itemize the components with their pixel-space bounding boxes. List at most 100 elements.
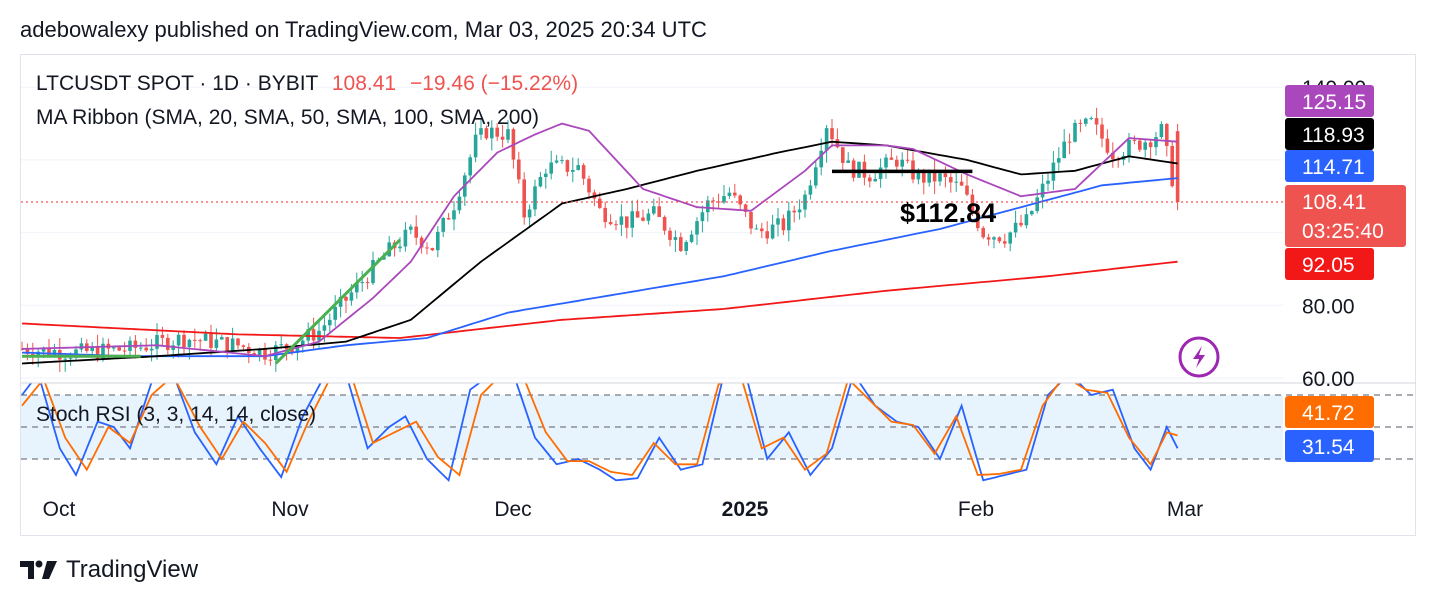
candle-body [970, 194, 975, 212]
candle-body [1094, 118, 1099, 125]
candle-body [257, 348, 262, 357]
candle-body [598, 198, 602, 208]
time-axis: Oct Nov Dec 2025 Feb Mar [43, 498, 1203, 521]
candle-body [360, 282, 364, 284]
legend-ma-ribbon[interactable]: MA Ribbon (SMA, 20, SMA, 50, SMA, 100, S… [36, 106, 540, 129]
candle-body [878, 167, 883, 179]
candle-body [1057, 158, 1061, 163]
candle-body [365, 282, 370, 284]
candle-body [333, 306, 337, 320]
candle-body [1067, 141, 1072, 143]
candle-body [452, 210, 456, 220]
candle-body [41, 347, 46, 352]
legend-symbol-row: LTCUSDT SPOT · 1D · BYBIT 108.41 −19.46 … [36, 72, 578, 96]
candle-body [846, 160, 850, 163]
candle-body [587, 178, 591, 193]
candle-body [176, 334, 181, 346]
price-badges: 125.15 118.93 114.71 108.41 03:25:40 92.05 [1285, 85, 1406, 280]
candle-body [193, 339, 197, 341]
candle-body [986, 237, 991, 240]
candle-body [884, 157, 888, 168]
candle-body [841, 147, 845, 163]
candle-body [25, 349, 30, 354]
candle-body [263, 348, 267, 360]
candle-body [754, 228, 759, 230]
candle-body [203, 333, 208, 341]
candle-body [112, 347, 116, 349]
candle-body [414, 226, 418, 238]
candle-body [371, 260, 375, 284]
candle-body [409, 226, 413, 230]
price-badge-value: 108.41 [1302, 191, 1366, 214]
candle-body [792, 210, 796, 213]
candle-body [279, 344, 283, 346]
candle-body [301, 340, 305, 346]
candle-body [738, 195, 742, 205]
candle-body [576, 165, 580, 170]
candle-body [965, 185, 969, 195]
candle-body [814, 167, 818, 186]
stoch-line-K [21, 383, 1179, 483]
candle-body [187, 339, 192, 347]
candle-body [1040, 183, 1045, 198]
legend-price: 108.41 [331, 72, 397, 95]
candle-body [943, 173, 948, 178]
candle-body [522, 179, 526, 218]
candle-body [959, 181, 964, 186]
candle-body [214, 339, 219, 348]
candle-body [560, 160, 564, 162]
candle-body [355, 282, 359, 293]
replay-lightning-icon[interactable] [1178, 336, 1220, 378]
candle-body [706, 200, 710, 213]
candle-body [765, 231, 769, 239]
x-tick-label: 2025 [722, 498, 769, 521]
candle-body [851, 160, 856, 178]
candle-body [1008, 232, 1012, 244]
candle-body [603, 207, 607, 223]
candle-body [1100, 124, 1104, 139]
candle-body [803, 194, 807, 210]
candle-body [225, 337, 229, 352]
candle-body [824, 128, 829, 151]
candle-body [1159, 124, 1164, 138]
candle-body [997, 237, 1002, 242]
candle-body [554, 160, 559, 163]
candle-body [873, 178, 877, 182]
ma-line-sma20 [21, 122, 1178, 358]
stoch-rsi-series [21, 383, 1179, 483]
footer-brand: TradingView [66, 556, 199, 583]
price-badge-value: 118.93 [1302, 124, 1365, 147]
candle-body [1084, 118, 1088, 124]
candle-body [954, 181, 958, 183]
candle-body [679, 237, 683, 251]
legend-symbol[interactable]: LTCUSDT SPOT · 1D · BYBIT [36, 72, 319, 95]
candle-body [473, 134, 478, 158]
candle-body [1127, 139, 1131, 156]
candle-body [668, 230, 672, 240]
candle-body [1078, 122, 1083, 124]
candle-body [619, 216, 624, 225]
candle-body [425, 247, 429, 249]
candle-body [101, 343, 105, 359]
candle-body [916, 172, 921, 180]
candle-body [479, 128, 483, 135]
candle-body [220, 337, 224, 340]
bar-countdown: 03:25:40 [1302, 220, 1384, 243]
candle-body [1046, 180, 1050, 184]
candle-body [749, 211, 753, 229]
candle-body [1019, 222, 1023, 226]
candle-body [90, 346, 94, 351]
candle-body [581, 165, 586, 179]
chart-frame [20, 54, 1416, 536]
trendlines [22, 238, 402, 365]
candle-body [797, 209, 802, 213]
candle-body [781, 218, 786, 231]
candle-body [506, 129, 510, 140]
trendline-rising[interactable] [274, 238, 402, 365]
legend-stoch-rsi[interactable]: Stoch RSI (3, 3, 14, 14, close) [36, 403, 317, 426]
candle-body [895, 159, 899, 167]
candle-body [1013, 222, 1018, 233]
candle-body [484, 128, 489, 139]
candle-body [36, 351, 40, 358]
